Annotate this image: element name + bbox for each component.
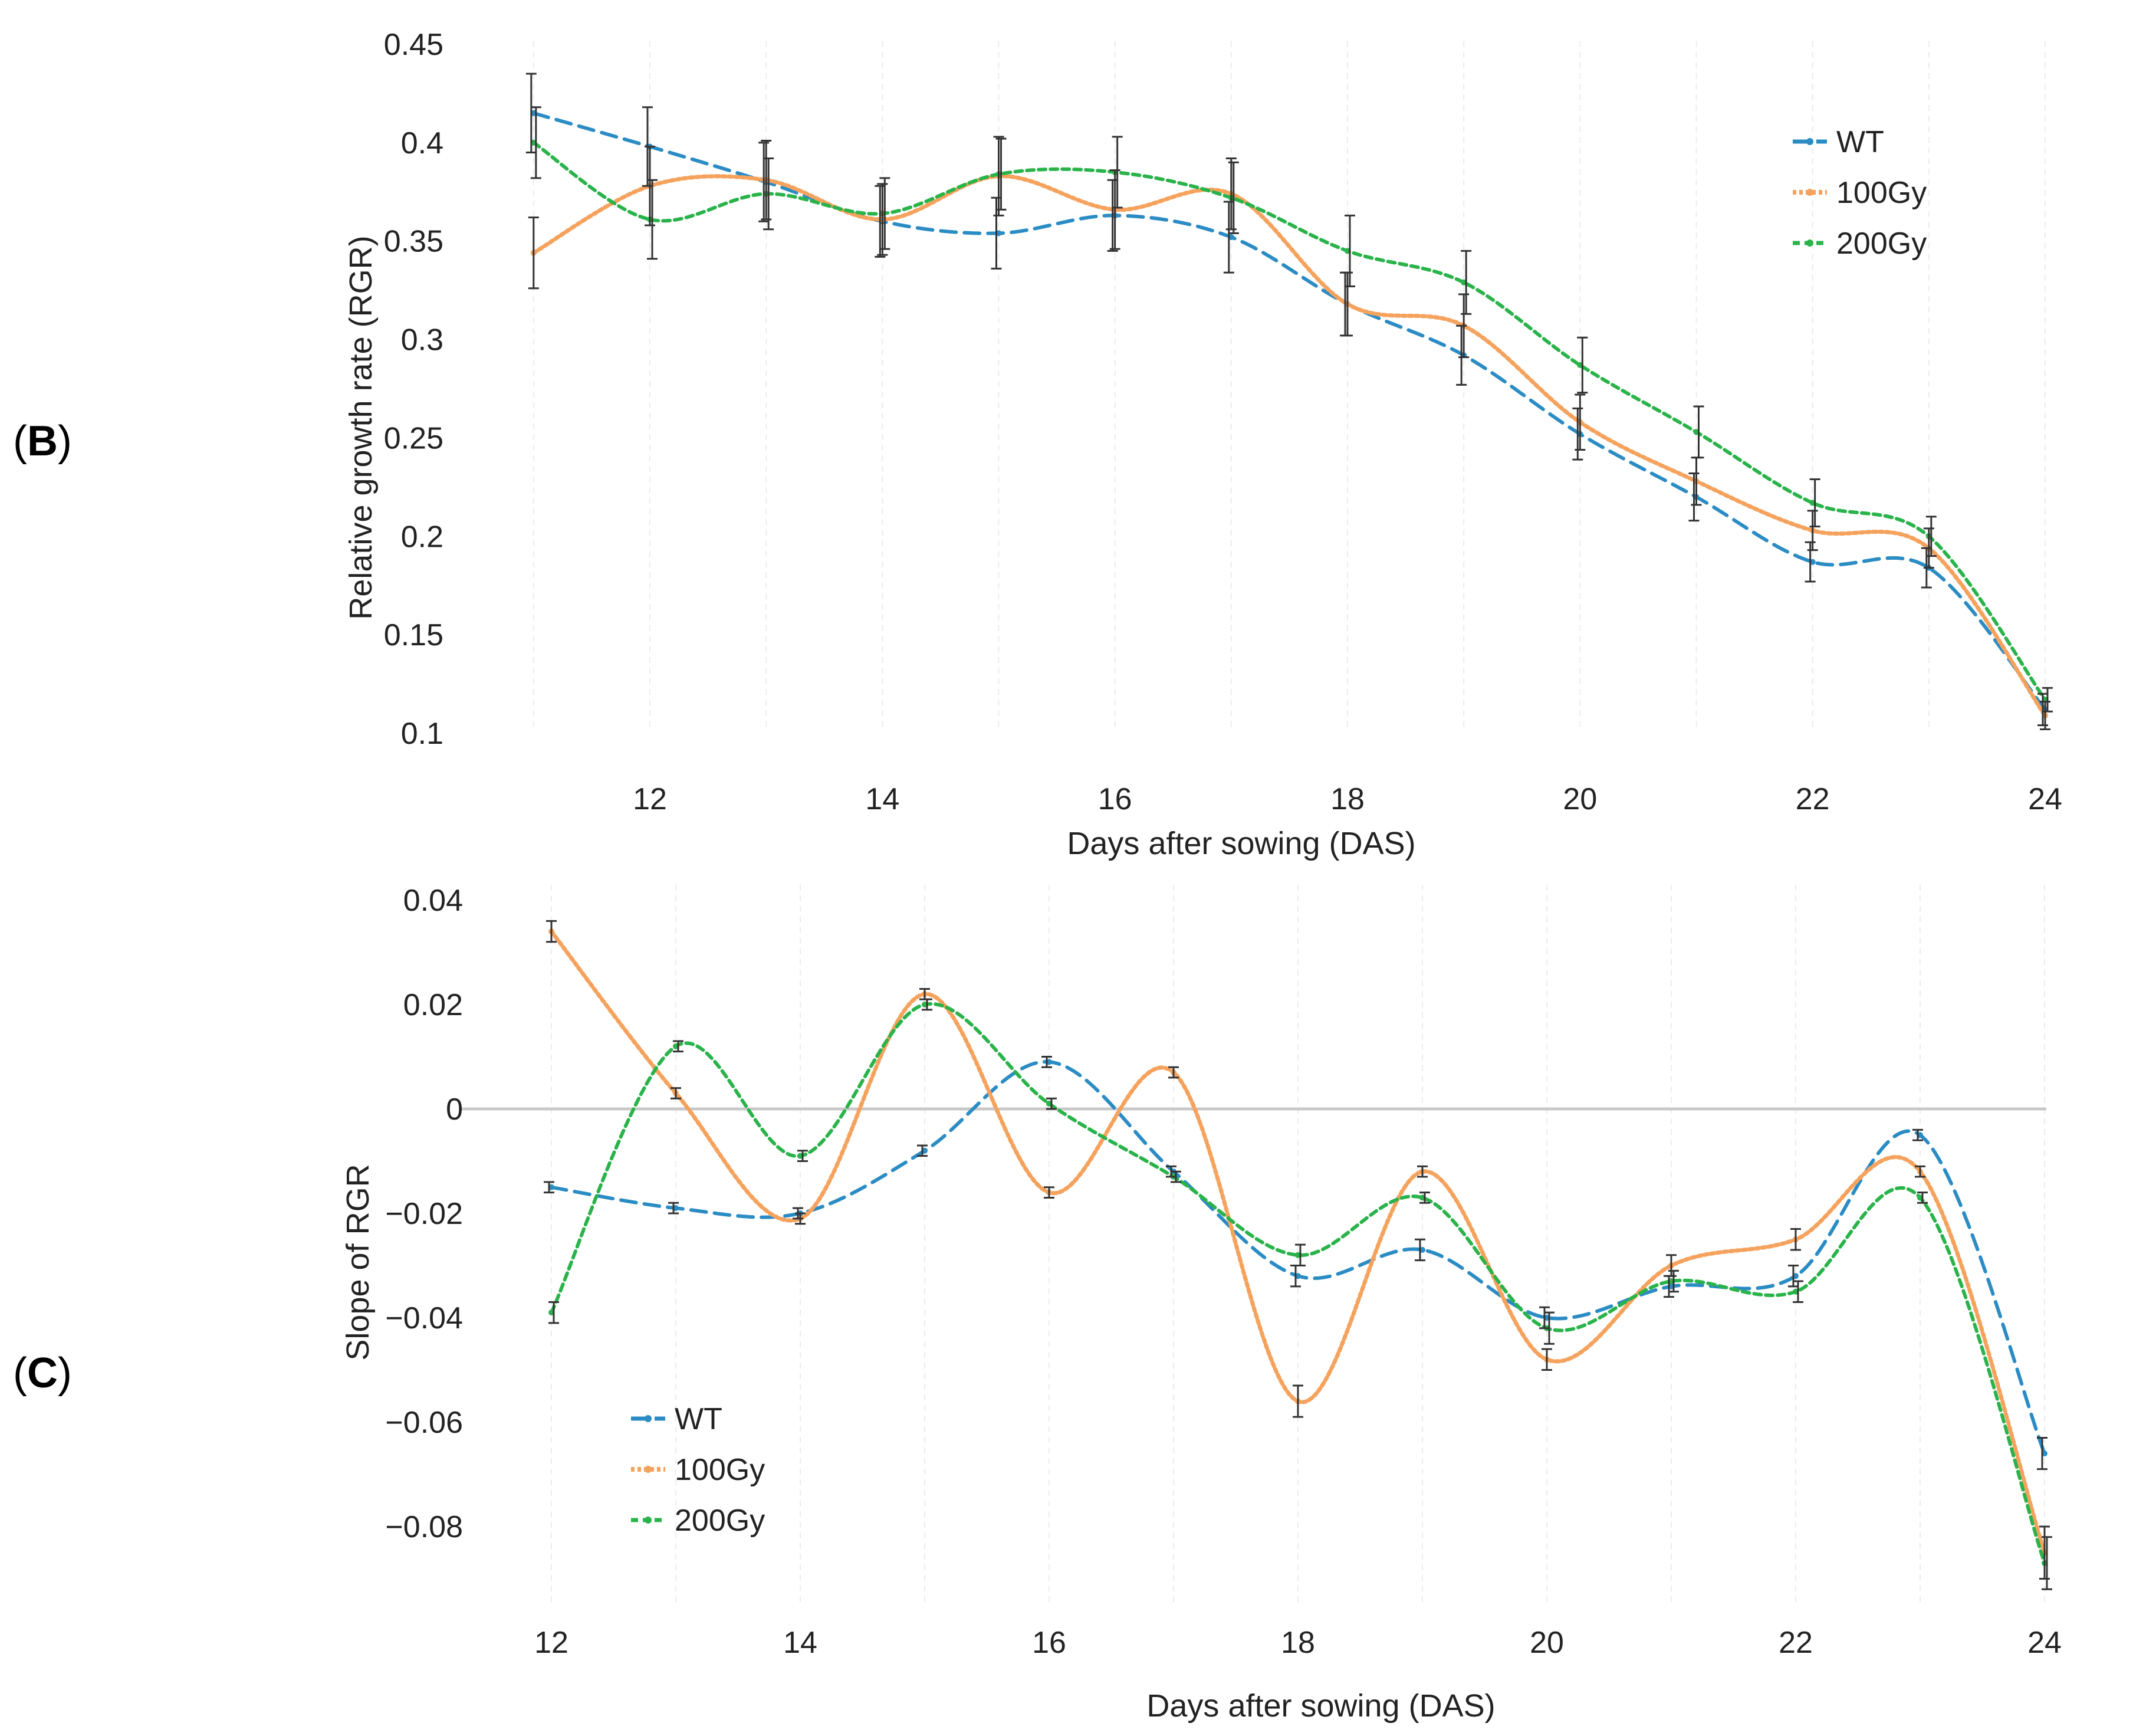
panel-b-x-ticks: 12 14 16 18 20 22 24 (633, 782, 2062, 816)
panel-c-error-bars (544, 920, 2052, 1590)
b-x-tick-label: 20 (1563, 782, 1597, 816)
b-x-tick-label: 24 (2028, 782, 2062, 816)
panel-label-c: (C) (13, 1350, 72, 1397)
c-legend-label-200gy: 200Gy (675, 1504, 765, 1538)
b-y-tick-label: 0.45 (384, 28, 443, 62)
b-y-tick-label: 0.35 (384, 225, 443, 259)
c-x-tick-label: 16 (1032, 1626, 1066, 1660)
b-x-tick-label: 12 (633, 782, 667, 816)
c-y-tick-label: −0.06 (385, 1406, 463, 1440)
panel-c-y-ticks: −0.08 −0.06 −0.04 −0.02 0 0.02 0.04 (385, 884, 463, 1544)
c-y-tick-label: 0 (446, 1092, 463, 1127)
b-x-tick-label: 14 (865, 782, 899, 816)
c-y-tick-label: 0.04 (403, 884, 463, 918)
b-y-tick-label: 0.15 (384, 618, 443, 652)
panel-b-y-ticks: 0.1 0.15 0.2 0.25 0.3 0.35 0.4 0.45 (384, 28, 443, 751)
panel-b-series (530, 110, 2048, 718)
b-legend-label-100gy: 100Gy (1836, 176, 1927, 210)
c-x-tick-label: 24 (2027, 1626, 2062, 1660)
panel-b-x-axis-title: Days after sowing (DAS) (1067, 826, 1415, 861)
b-legend-marker-wt (1806, 138, 1813, 145)
c-legend-label-wt: WT (675, 1402, 722, 1436)
b-series-line-100gy (531, 174, 2047, 718)
b-x-tick-label: 16 (1098, 782, 1132, 816)
c-series-line-100gy (549, 929, 2047, 1555)
panel-c-series (548, 928, 2047, 1566)
c-y-tick-label: −0.04 (385, 1301, 463, 1335)
c-x-tick-label: 12 (534, 1626, 568, 1660)
b-x-tick-label: 18 (1330, 782, 1365, 816)
c-y-tick-label: 0.02 (403, 988, 463, 1022)
b-series-line-wt (531, 111, 2047, 711)
b-series-line-200gy (531, 140, 2047, 702)
panel-c-legend: WT 100Gy 200Gy (631, 1402, 765, 1538)
panel-c-y-axis-title: Slope of RGR (340, 1164, 376, 1360)
b-legend-marker-100gy (1806, 189, 1813, 196)
panel-c-chart: −0.08 −0.06 −0.04 −0.02 0 0.02 0.04 12 14 16 18 20… (340, 884, 2062, 1724)
c-legend-marker-200gy (645, 1517, 652, 1524)
b-legend-marker-200gy (1806, 239, 1813, 247)
panel-b-grid (533, 41, 2046, 731)
panel-b-legend: WT 100Gy 200Gy (1793, 125, 1927, 261)
b-y-tick-label: 0.2 (401, 520, 443, 554)
b-y-tick-label: 0.25 (384, 421, 443, 455)
c-legend-marker-wt (645, 1415, 652, 1422)
c-x-tick-label: 14 (783, 1626, 817, 1660)
panel-label-b: (B) (13, 418, 72, 465)
b-y-tick-label: 0.4 (401, 126, 443, 160)
b-legend-label-wt: WT (1836, 125, 1884, 159)
c-y-tick-label: −0.08 (385, 1510, 463, 1544)
b-legend-label-200gy: 200Gy (1836, 227, 1927, 261)
c-x-tick-label: 20 (1530, 1626, 1564, 1660)
c-x-tick-label: 22 (1779, 1626, 1813, 1660)
panel-c-grid (460, 885, 2046, 1604)
b-x-tick-label: 22 (1796, 782, 1830, 816)
c-x-tick-label: 18 (1281, 1626, 1315, 1660)
panel-b-chart: 0.1 0.15 0.2 0.25 0.3 0.35 0.4 0.45 12 14 16 18 20 2… (343, 28, 2062, 861)
panel-c-x-ticks: 12 14 16 18 20 22 24 (534, 1626, 2062, 1660)
c-series-line-200gy (550, 1002, 2046, 1565)
b-y-tick-label: 0.1 (401, 717, 443, 751)
panel-b-error-bars (525, 73, 2053, 730)
c-legend-label-100gy: 100Gy (675, 1453, 765, 1487)
b-y-tick-label: 0.3 (401, 323, 443, 357)
panel-b-y-axis-title: Relative growth rate (RGR) (343, 235, 379, 619)
c-legend-marker-100gy (645, 1466, 652, 1473)
panel-c-x-axis-title: Days after sowing (DAS) (1146, 1688, 1495, 1724)
c-y-tick-label: −0.02 (385, 1197, 463, 1231)
c-series-line-wt (550, 1060, 2046, 1456)
